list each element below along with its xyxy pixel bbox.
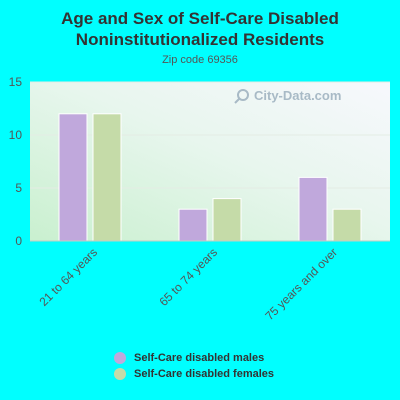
chart-title-line-2: Noninstitutionalized Residents: [75, 30, 325, 49]
y-tick-label: 5: [15, 181, 22, 195]
legend-label-males: Self-Care disabled males: [134, 352, 265, 364]
x-tick-label: 75 years and over: [262, 245, 340, 323]
bar-males-1: [178, 208, 208, 242]
watermark-text: City-Data.com: [254, 88, 341, 103]
bar-females-2: [332, 208, 362, 242]
bar-males-2: [298, 176, 328, 242]
legend-item-males: Self-Care disabled males: [114, 350, 274, 366]
watermark-magnifier-handle: [234, 98, 240, 104]
plot-area: [30, 82, 390, 241]
bar-females-1: [212, 198, 242, 242]
bar-females-0: [92, 113, 122, 242]
y-tick-label: 10: [9, 128, 23, 142]
legend-label-females: Self-Care disabled females: [134, 368, 275, 380]
chart-title: Age and Sex of Self-Care Disabled Nonins…: [0, 8, 400, 50]
y-tick-label: 15: [9, 75, 23, 89]
legend-item-females: Self-Care disabled females: [114, 366, 274, 382]
legend-swatch-females: [114, 368, 126, 380]
y-tick-label: 0: [15, 234, 22, 248]
bar-males-0: [58, 113, 88, 242]
x-tick-label: 21 to 64 years: [36, 245, 100, 309]
legend-swatch-males: [114, 352, 126, 364]
x-tick-label: 65 to 74 years: [156, 245, 220, 309]
chart-subtitle: Zip code 69356: [162, 54, 238, 66]
chart-title-line-1: Age and Sex of Self-Care Disabled: [61, 9, 339, 28]
watermark-magnifier-icon: [237, 89, 249, 101]
watermark: City-Data.com: [234, 88, 341, 104]
chart-legend: Self-Care disabled males Self-Care disab…: [114, 350, 274, 382]
